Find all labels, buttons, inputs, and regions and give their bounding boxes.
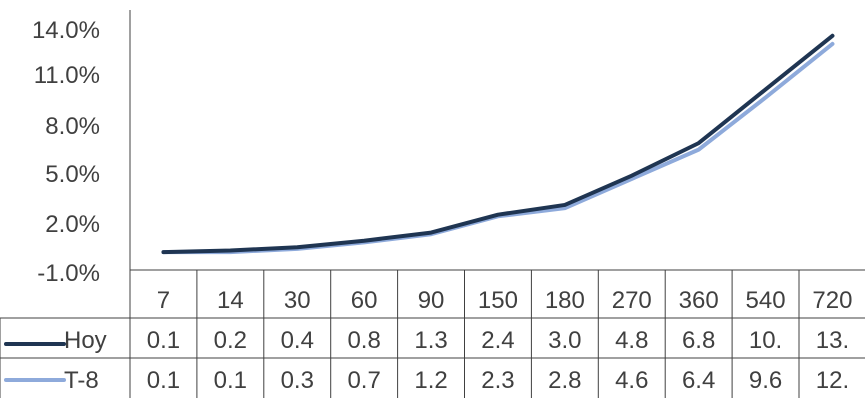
table-value-cell: 0.1 [147, 367, 180, 394]
y-axis-ticks: 14.0% 11.0% 8.0% 5.0% 2.0% -1.0% [32, 17, 100, 287]
table-value-cell: 6.8 [682, 327, 715, 354]
table-value-cell: 2.3 [481, 367, 514, 394]
x-tick-label: 180 [545, 287, 585, 314]
table-value-cell: 0.4 [281, 327, 314, 354]
x-tick-label: 14 [217, 287, 244, 314]
x-tick-label: 30 [284, 287, 311, 314]
x-tick-label: 90 [418, 287, 445, 314]
table-value-cell: 9.6 [749, 367, 782, 394]
table-value-cell: 0.1 [214, 367, 247, 394]
y-tick-label: 14.0% [32, 17, 100, 44]
table-value-cell: 12. [816, 367, 849, 394]
table-value-cell: 6.4 [682, 367, 715, 394]
y-tick-label: 8.0% [45, 113, 100, 140]
table-value-cell: 13. [816, 327, 849, 354]
x-tick-label: 720 [812, 287, 852, 314]
x-tick-label: 60 [351, 287, 378, 314]
table-value-cell: 1.2 [414, 367, 447, 394]
table-value-cell: 0.8 [347, 327, 380, 354]
table-value-cell: 0.1 [147, 327, 180, 354]
table-value-cell: 10. [749, 327, 782, 354]
table-value-cell: 4.8 [615, 327, 648, 354]
table-value-cell: 0.2 [214, 327, 247, 354]
series-name-label: T-8 [64, 367, 99, 394]
series-lines [161, 33, 835, 255]
y-tick-label: 2.0% [45, 211, 100, 238]
x-tick-label: 150 [478, 287, 518, 314]
table-value-cell: 1.3 [414, 327, 447, 354]
table-value-cell: 2.8 [548, 367, 581, 394]
data-table-grid [0, 10, 865, 398]
y-tick-label: 5.0% [45, 161, 100, 188]
data-table: 7 14 30 60 90 150 180 270 360 540 720 Hoy 0.1 0.2 0.4 0… [4, 287, 852, 394]
y-tick-label: 11.0% [34, 62, 100, 89]
x-tick-label: 360 [679, 287, 719, 314]
table-value-cell: 0.7 [347, 367, 380, 394]
x-tick-label: 270 [612, 287, 652, 314]
table-value-cell: 0.3 [281, 367, 314, 394]
table-value-cell: 3.0 [548, 327, 581, 354]
series-line-t-8 [161, 41, 835, 255]
table-value-cell: 2.4 [481, 327, 514, 354]
series-line-hoy [161, 33, 835, 255]
series-name-label: Hoy [64, 327, 107, 354]
x-tick-label: 7 [157, 287, 170, 314]
y-tick-label: -1.0% [37, 260, 100, 287]
table-value-cell: 4.6 [615, 367, 648, 394]
x-tick-label: 540 [746, 287, 786, 314]
